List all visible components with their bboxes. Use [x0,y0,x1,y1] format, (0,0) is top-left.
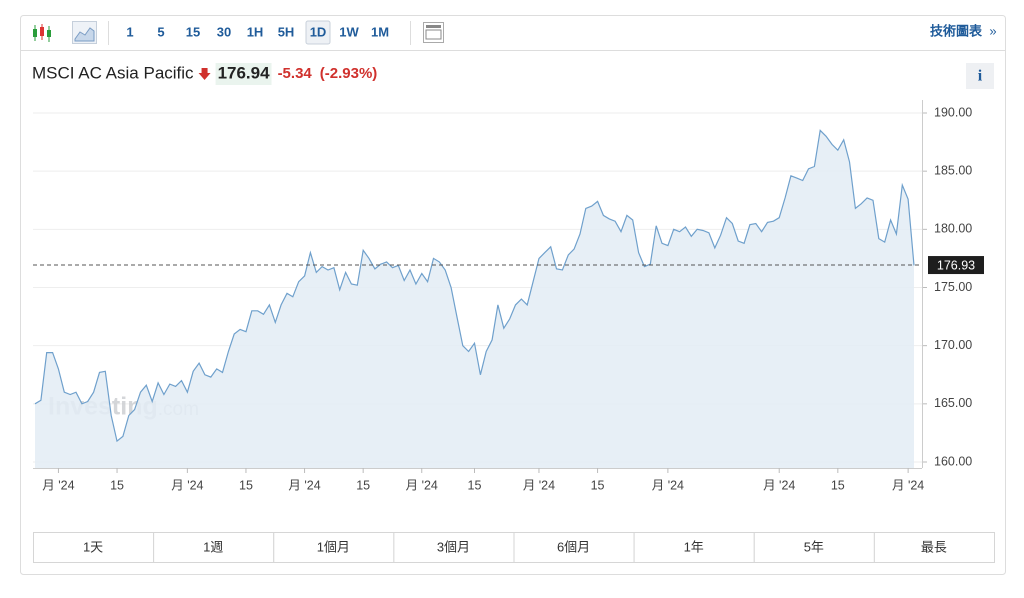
x-tick-label: 月 '24 [288,478,320,492]
x-tick-label: 月 '24 [523,478,555,492]
icon-body [40,27,44,36]
range-button[interactable] [513,532,635,563]
down-arrow [198,68,211,80]
info-icon[interactable]: i [978,68,983,85]
range-button[interactable] [873,532,995,563]
reference-label: 176.93 [937,258,975,272]
range-label[interactable]: 3個月 [437,539,470,554]
range-label[interactable]: 1週 [203,539,223,554]
icon-grid [425,29,442,40]
technical-link[interactable]: 技術圖表 [930,23,983,38]
price-line [34,129,915,443]
icon-row [426,25,441,28]
y-tick-label: 160.00 [934,454,972,468]
x-tick-label: 15 [591,478,605,492]
range-label[interactable]: 1個月 [317,539,350,554]
x-tick-label: 月 '24 [171,478,203,492]
reference-label-bg [928,256,984,275]
area-icon[interactable] [72,21,97,44]
interval-button[interactable]: 1 [126,24,133,39]
interval-button[interactable]: 1H [247,24,264,39]
instrument-name: MSCI AC Asia Pacific [32,63,194,82]
x-tick-label: 月 '24 [406,478,438,492]
icon-body [33,29,37,37]
x-tick-label: 月 '24 [892,478,924,492]
change-pct: (-2.93%) [320,65,378,82]
interval-button[interactable]: 1W [339,24,359,39]
link-arrow[interactable]: » [989,23,996,38]
range-label[interactable]: 5年 [804,539,824,554]
x-tick-label: 月 '24 [652,478,684,492]
change: -5.34 [278,65,313,82]
x-tick-label: 15 [356,478,370,492]
y-tick-label: 175.00 [934,280,972,294]
info-button[interactable] [966,63,994,89]
range-label[interactable]: 1天 [83,539,103,554]
range-button[interactable] [33,532,155,563]
y-tick-label: 170.00 [934,338,972,352]
interval-button[interactable]: 30 [217,24,231,39]
range-button[interactable] [273,532,395,563]
y-tick-label: 165.00 [934,396,972,410]
table-icon[interactable] [423,22,444,43]
x-tick-label: 月 '24 [763,478,795,492]
price: 176.94 [218,63,271,82]
range-button[interactable] [153,532,275,563]
range-label[interactable]: 最長 [921,539,947,554]
price-bg [215,63,272,85]
candle-icon[interactable] [31,22,53,44]
x-tick-label: 月 '24 [42,478,74,492]
interval-button[interactable]: 15 [186,24,200,39]
area-fill [35,130,914,468]
icon-area [74,27,95,42]
icon-body [47,30,51,37]
range-label[interactable]: 1年 [684,539,704,554]
x-tick-label: 15 [831,478,845,492]
y-tick-label: 180.00 [934,222,972,236]
x-tick-label: 15 [110,478,124,492]
y-tick-label: 190.00 [934,105,972,119]
interval-button[interactable]: 1D [310,24,327,39]
range-button[interactable] [393,532,515,563]
x-tick-label: 15 [239,478,253,492]
y-tick-label: 185.00 [934,163,972,177]
interval-button[interactable]: 5H [278,24,295,39]
x-tick-label: 15 [468,478,482,492]
interval-button[interactable]: 1M [371,24,389,39]
interval-button[interactable]: 5 [157,24,164,39]
range-button[interactable] [753,532,875,563]
interval-active-bg[interactable] [305,20,331,45]
range-label[interactable]: 6個月 [557,539,590,554]
